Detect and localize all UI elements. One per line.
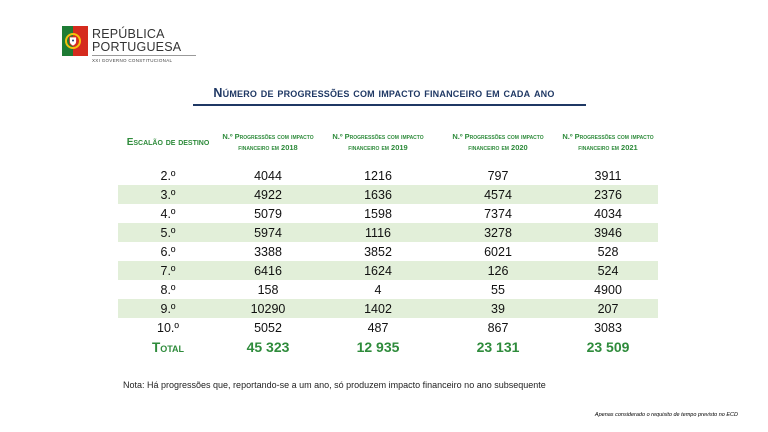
header-escalao: Escalão de destino [126,136,210,148]
table-header-row: Escalão de destino N.º Progressões com i… [118,118,658,166]
cell-escalao: 10.º [157,320,179,335]
logo-portuguesa-text: PORTUGUESA [92,40,182,54]
total-2020: 23 131 [476,339,520,355]
table-row: 7.º 6416 1624 126 524 [118,261,658,280]
logo-subtitle: XXI GOVERNO CONSTITUCIONAL [92,58,173,63]
cell-2019: 1598 [364,206,392,221]
table-row: 2.º 4044 1216 797 3911 [118,166,658,185]
table-row: 3.º 4922 1636 4574 2376 [118,185,658,204]
cell-escalao: 9.º [118,299,218,318]
cell-2019: 487 [367,320,389,335]
table-row: 5.º 5974 1116 3278 3946 [118,223,658,242]
cell-2021: 207 [558,299,658,318]
cell-2020: 867 [487,320,509,335]
table-note: Nota: Há progressões que, reportando-se … [123,380,546,390]
cell-2021: 524 [558,261,658,280]
cell-escalao: 8.º [160,282,176,297]
cell-2020: 6021 [484,244,512,259]
cell-2019: 4 [374,282,382,297]
header-2020: N.º Progressões com impacto financeiro e… [452,132,544,152]
cell-2020: 797 [487,168,509,183]
cell-2021: 2376 [558,185,658,204]
cell-2019: 1216 [364,168,392,183]
cell-2019: 1636 [318,185,438,204]
cell-2021: 528 [597,244,619,259]
coat-of-arms-icon [62,26,88,56]
cell-2020: 4574 [438,185,558,204]
cell-escalao: 3.º [118,185,218,204]
cell-2018: 5079 [254,206,282,221]
logo-republica-text: REPÚBLICA [92,27,165,41]
table-row: 10.º 5052 487 867 3083 [118,318,658,337]
cell-2018: 3388 [254,244,282,259]
total-row: Total 45 323 12 935 23 131 23 509 [118,337,658,357]
footnote: Apenas considerado o requisito de tempo … [594,412,738,418]
cell-escalao: 7.º [118,261,218,280]
header-2018: N.º Progressões com impacto financeiro e… [222,132,314,152]
cell-2020: 55 [491,282,505,297]
total-2018: 45 323 [246,339,290,355]
cell-2020: 7374 [484,206,512,221]
total-label: Total [151,339,185,355]
cell-2020: 39 [438,299,558,318]
table-row: 8.º 158 4 55 4900 [118,280,658,299]
progressions-table: Escalão de destino N.º Progressões com i… [118,118,658,357]
cell-2018: 4922 [218,185,318,204]
government-logo: REPÚBLICA PORTUGUESA XXI GOVERNO CONSTIT… [62,24,202,72]
cell-2018: 5974 [218,223,318,242]
cell-escalao: 6.º [160,244,176,259]
total-2019: 12 935 [356,339,400,355]
cell-2021: 4900 [594,282,622,297]
cell-escalao: 2.º [160,168,176,183]
cell-2019: 3852 [364,244,392,259]
cell-2018: 5052 [254,320,282,335]
header-2021: N.º Progressões com impacto financeiro e… [562,132,654,152]
logo-divider [92,55,196,56]
cell-2018: 6416 [218,261,318,280]
cell-2018: 10290 [218,299,318,318]
cell-2020: 3278 [438,223,558,242]
table-row: 6.º 3388 3852 6021 528 [118,242,658,261]
cell-2019: 1116 [318,223,438,242]
cell-2018: 4044 [254,168,282,183]
cell-2021: 3911 [594,168,622,183]
title-underline [193,104,586,106]
cell-escalao: 4.º [160,206,176,221]
page-title: Número de progressões com impacto financ… [213,86,555,100]
cell-2021: 4034 [594,206,622,221]
cell-2021: 3946 [558,223,658,242]
cell-escalao: 5.º [118,223,218,242]
cell-2020: 126 [438,261,558,280]
cell-2019: 1624 [318,261,438,280]
table-row: 4.º 5079 1598 7374 4034 [118,204,658,223]
cell-2021: 3083 [594,320,622,335]
cell-2019: 1402 [318,299,438,318]
table-row: 9.º 10290 1402 39 207 [118,299,658,318]
cell-2018: 158 [257,282,279,297]
total-2021: 23 509 [586,339,630,355]
header-2019: N.º Progressões com impacto financeiro e… [332,132,424,152]
